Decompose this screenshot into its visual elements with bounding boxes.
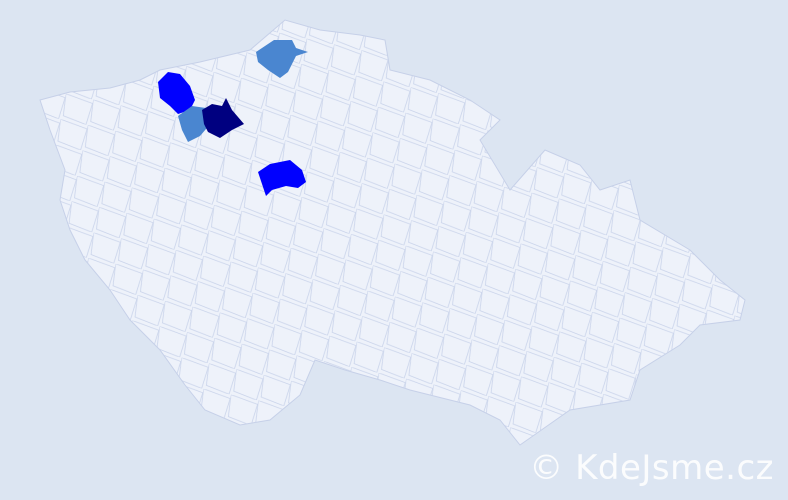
watermark: © KdeJsme.cz <box>529 448 774 488</box>
region-north-navy[interactable] <box>202 98 244 138</box>
district-borders <box>40 20 745 445</box>
region-northeast-lightblue[interactable] <box>256 40 308 78</box>
region-central-blue[interactable] <box>258 160 306 196</box>
region-northwest-blue[interactable] <box>158 72 195 114</box>
